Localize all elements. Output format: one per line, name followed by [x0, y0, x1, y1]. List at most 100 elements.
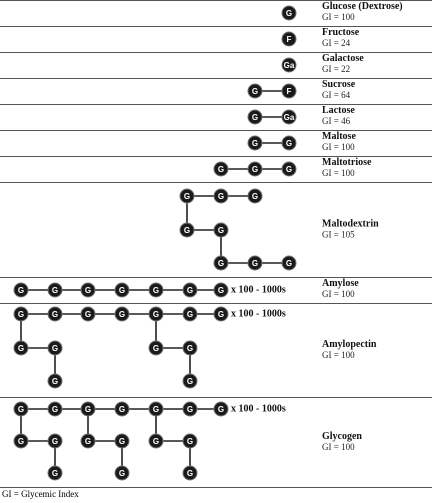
sugar-unit [13, 340, 29, 356]
glycemic-index: GI = 100 [322, 442, 355, 452]
unit-symbol: G [52, 286, 58, 295]
unit-symbol: G [85, 437, 91, 446]
sugar-unit [47, 465, 63, 481]
sugar-name: Maltotriose [322, 157, 372, 168]
unit-symbol: G [286, 139, 292, 148]
footnote: GI = Glycemic Index [2, 489, 79, 499]
sugar-unit [247, 161, 263, 177]
sugar-unit [281, 57, 297, 73]
sugar-name: Amylopectin [322, 339, 377, 350]
unit-symbol: G [218, 165, 224, 174]
sugar-unit [47, 433, 63, 449]
sugar-unit [179, 188, 195, 204]
unit-symbol: G [119, 405, 125, 414]
unit-symbol: F [287, 87, 292, 96]
sugar-unit [182, 401, 198, 417]
sugar-name: Fructose [322, 27, 360, 38]
sugar-unit [179, 222, 195, 238]
glycemic-index: GI = 105 [322, 230, 355, 240]
unit-symbol: G [184, 192, 190, 201]
unit-symbol: Ga [284, 61, 295, 70]
sugar-unit [148, 282, 164, 298]
sugar-unit [13, 401, 29, 417]
unit-symbol: G [252, 192, 258, 201]
sugar-unit [247, 109, 263, 125]
sugar-unit [13, 282, 29, 298]
unit-symbol: G [187, 344, 193, 353]
sugar-unit [47, 401, 63, 417]
sugar-unit [281, 161, 297, 177]
sugar-name: Galactose [322, 53, 364, 64]
unit-symbol: G [218, 405, 224, 414]
sugar-unit [148, 401, 164, 417]
unit-symbol: G [286, 9, 292, 18]
unit-symbol: G [286, 259, 292, 268]
unit-symbol: G [187, 469, 193, 478]
sugar-unit [148, 433, 164, 449]
glycemic-index: GI = 100 [322, 168, 355, 178]
glycemic-index: GI = 100 [322, 350, 355, 360]
sugar-unit [182, 433, 198, 449]
sugar-unit [281, 255, 297, 271]
sugar-unit [114, 306, 130, 322]
sugar-unit [213, 282, 229, 298]
unit-symbol: G [218, 310, 224, 319]
sugar-unit [213, 188, 229, 204]
sugar-name: Lactose [322, 105, 355, 116]
unit-symbol: G [153, 405, 159, 414]
sugar-name: Maltose [322, 131, 356, 142]
sugar-unit [281, 135, 297, 151]
sugar-unit [247, 83, 263, 99]
sugar-unit [80, 306, 96, 322]
unit-symbol: G [119, 286, 125, 295]
sugar-unit [182, 465, 198, 481]
sugar-unit [182, 340, 198, 356]
sugar-unit [182, 306, 198, 322]
unit-symbol: G [187, 405, 193, 414]
glycemic-index: GI = 64 [322, 90, 351, 100]
sugar-unit [80, 282, 96, 298]
unit-symbol: G [252, 139, 258, 148]
unit-symbol: G [18, 344, 24, 353]
unit-symbol: G [153, 310, 159, 319]
unit-symbol: G [52, 405, 58, 414]
unit-symbol: G [153, 437, 159, 446]
repeat-count: x 100 - 1000s [231, 309, 286, 320]
unit-symbol: G [218, 226, 224, 235]
unit-symbol: G [153, 286, 159, 295]
unit-symbol: G [119, 437, 125, 446]
sugar-unit [213, 306, 229, 322]
unit-symbol: G [184, 226, 190, 235]
unit-symbol: G [218, 286, 224, 295]
sugar-name: Maltodextrin [322, 219, 379, 230]
unit-symbol: G [252, 259, 258, 268]
sugar-unit [213, 222, 229, 238]
unit-symbol: G [218, 259, 224, 268]
unit-symbol: G [18, 437, 24, 446]
sugar-unit [281, 109, 297, 125]
sugar-unit [281, 5, 297, 21]
unit-symbol: G [85, 286, 91, 295]
unit-symbol: G [52, 310, 58, 319]
unit-symbol: G [52, 377, 58, 386]
sugar-name: Sucrose [322, 79, 356, 90]
unit-symbol: G [153, 344, 159, 353]
sugar-unit [114, 282, 130, 298]
sugar-unit [80, 433, 96, 449]
unit-symbol: G [218, 192, 224, 201]
sugar-unit [47, 340, 63, 356]
glycemic-index: GI = 100 [322, 142, 355, 152]
sugar-unit [247, 255, 263, 271]
sugar-unit [281, 31, 297, 47]
repeat-count: x 100 - 1000s [231, 285, 286, 296]
unit-symbol: F [287, 35, 292, 44]
unit-symbol: G [18, 310, 24, 319]
sugar-unit [148, 340, 164, 356]
sugar-unit [247, 135, 263, 151]
sugar-unit [13, 433, 29, 449]
glycemic-index: GI = 24 [322, 38, 351, 48]
sugar-unit [114, 401, 130, 417]
sugar-unit [213, 255, 229, 271]
unit-symbol: G [85, 405, 91, 414]
unit-symbol: G [252, 87, 258, 96]
